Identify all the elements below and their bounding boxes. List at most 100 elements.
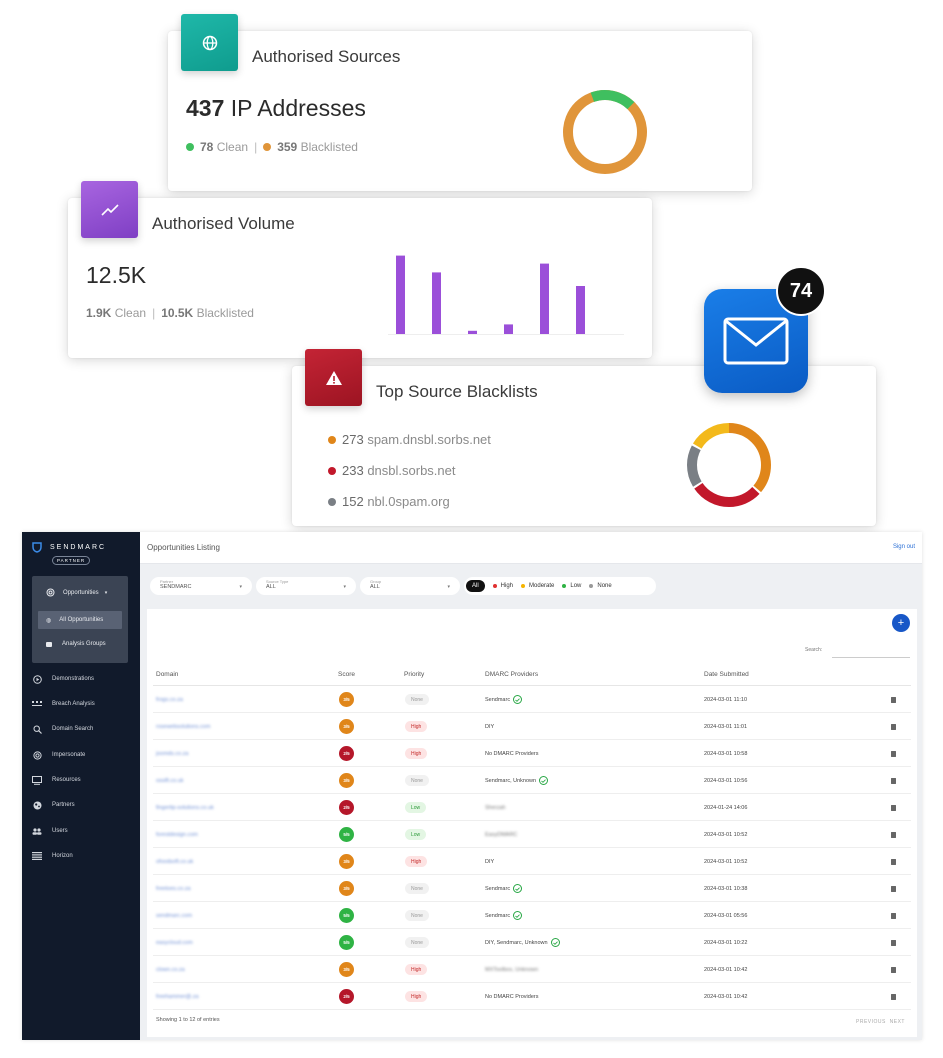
document-icon[interactable] — [891, 993, 896, 1000]
column-header-priority[interactable]: Priority — [404, 671, 425, 678]
score-badge: 5/5 — [339, 935, 354, 950]
document-icon[interactable] — [891, 723, 896, 730]
priority-badge: Low — [405, 802, 427, 813]
column-header-score[interactable]: Score — [338, 671, 355, 678]
domain-cell[interactable]: ossift.co.uk — [156, 767, 184, 794]
table-row[interactable]: clown.co.za 3/5 High MXToolbox, Unknown 2024… — [153, 956, 911, 983]
document-icon-cell[interactable] — [891, 740, 896, 767]
domain-cell[interactable]: ofoodsoft.co.uk — [156, 848, 193, 875]
domain-link[interactable]: freetoes.co.za — [156, 885, 191, 892]
chevron-down-icon: ▾ — [104, 589, 108, 596]
column-header-domain[interactable]: Domain — [156, 671, 179, 678]
table-row[interactable]: freehammer@.za 2/5 High No DMARC Providers 2… — [153, 983, 911, 1010]
table-row[interactable]: forestdesign.com 5/5 Low EasyDMARC 2024-03-0… — [153, 821, 911, 848]
document-icon-cell[interactable] — [891, 686, 896, 713]
domain-cell[interactable]: forestdesign.com — [156, 821, 198, 848]
domain-link[interactable]: forestdesign.com — [156, 831, 198, 838]
document-icon[interactable] — [891, 885, 896, 892]
priority-low-option[interactable]: Low — [562, 583, 581, 589]
domain-link[interactable]: easycloud.com — [156, 939, 193, 946]
source-type-select[interactable]: Source Type ALL ▾ — [256, 577, 356, 595]
document-icon[interactable] — [891, 777, 896, 784]
domain-cell[interactable]: clown.co.za — [156, 956, 185, 983]
document-icon-cell[interactable] — [891, 713, 896, 740]
column-header-date-submitted[interactable]: Date Submitted — [704, 671, 749, 678]
sidebar-item-analysis-groups[interactable]: Analysis Groups — [38, 635, 122, 653]
priority-moderate-option[interactable]: Moderate — [521, 583, 554, 589]
sidebar-item-partners[interactable]: Partners — [32, 800, 75, 810]
date-text: 2024-03-01 10:42 — [704, 993, 748, 1000]
domain-link[interactable]: ossift.co.uk — [156, 777, 184, 784]
providers-cell: DIY — [485, 848, 494, 875]
sidebar-item-demonstrations[interactable]: Demonstrations — [32, 674, 94, 684]
domain-cell[interactable]: sendmarc.com — [156, 902, 192, 929]
domain-link[interactable]: joomds.co.za — [156, 750, 189, 757]
document-icon-cell[interactable] — [891, 875, 896, 902]
ip-count: 437 IP Addresses — [186, 95, 366, 121]
previous-page-button[interactable]: PREVIOUS — [856, 1019, 886, 1025]
document-icon-cell[interactable] — [891, 794, 896, 821]
table-row[interactable]: joomds.co.za 2/5 High No DMARC Providers 202… — [153, 740, 911, 767]
domain-link[interactable]: fingertip-solutions.co.uk — [156, 804, 214, 811]
table-row[interactable]: frogs.co.za 3/5 None Sendmarc 2024-03-01 11:… — [153, 686, 911, 713]
table-row[interactable]: rosewebsolutions.com 3/5 High DIY 2024-03-01… — [153, 713, 911, 740]
sidebar-item-users[interactable]: Users — [32, 826, 68, 836]
sidebar-item-all-opportunities[interactable]: ◍ All Opportunities — [38, 611, 122, 629]
providers-text: Sendmarc — [485, 885, 511, 892]
domain-link[interactable]: freehammer@.za — [156, 993, 199, 1000]
brand-logo[interactable]: SENDMARC — [32, 542, 106, 553]
document-icon-cell[interactable] — [891, 929, 896, 956]
priority-high-option[interactable]: High — [492, 583, 513, 589]
partner-select[interactable]: Partner SENDMARC ▾ — [150, 577, 252, 595]
next-page-button[interactable]: NEXT — [889, 1019, 905, 1025]
search-input[interactable] — [832, 657, 910, 658]
sidebar-item-breach-analysis[interactable]: Breach Analysis — [32, 699, 95, 709]
sidebar-item-resources[interactable]: Resources — [32, 775, 81, 785]
document-icon[interactable] — [891, 858, 896, 865]
table-row[interactable]: ossift.co.uk 3/5 None Sendmarc, Unknown 2024… — [153, 767, 911, 794]
domain-cell[interactable]: easycloud.com — [156, 929, 193, 956]
priority-all-button[interactable]: All — [466, 580, 485, 592]
sidebar-item-domain-search[interactable]: Domain Search — [32, 724, 93, 734]
domain-cell[interactable]: fingertip-solutions.co.uk — [156, 794, 214, 821]
table-row[interactable]: easycloud.com 5/5 None DIY, Sendmarc, Unkno… — [153, 929, 911, 956]
domain-cell[interactable]: rosewebsolutions.com — [156, 713, 210, 740]
sidebar-item-impersonate[interactable]: Impersonate — [32, 750, 85, 760]
domain-cell[interactable]: freehammer@.za — [156, 983, 199, 1010]
table-row[interactable]: ofoodsoft.co.uk 3/5 High DIY 2024-03-01 10:5… — [153, 848, 911, 875]
sign-out-link[interactable]: Sign out — [892, 544, 915, 550]
check-circle-icon — [513, 911, 523, 920]
priority-none-option[interactable]: None — [589, 583, 612, 589]
table-row[interactable]: sendmarc.com 5/5 None Sendmarc 2024-03-01 05… — [153, 902, 911, 929]
document-icon-cell[interactable] — [891, 902, 896, 929]
opportunities-toggle[interactable]: Opportunities ▾ — [46, 588, 107, 597]
date-text: 2024-03-01 10:52 — [704, 831, 748, 838]
group-select[interactable]: Group ALL ▾ — [360, 577, 460, 595]
document-icon[interactable] — [891, 912, 896, 919]
domain-link[interactable]: rosewebsolutions.com — [156, 723, 211, 730]
table-row[interactable]: fingertip-solutions.co.uk 2/5 Low Sherzah 20… — [153, 794, 911, 821]
document-icon[interactable] — [891, 939, 896, 946]
document-icon-cell[interactable] — [891, 848, 896, 875]
document-icon-cell[interactable] — [891, 956, 896, 983]
domain-cell[interactable]: freetoes.co.za — [156, 875, 191, 902]
sidebar-item-horizon[interactable]: Horizon — [32, 851, 73, 861]
document-icon[interactable] — [891, 831, 896, 838]
document-icon[interactable] — [891, 966, 896, 973]
domain-link[interactable]: clown.co.za — [156, 966, 185, 973]
priority-cell: High — [405, 983, 428, 1010]
document-icon-cell[interactable] — [891, 821, 896, 848]
column-header-dmarc-providers[interactable]: DMARC Providers — [485, 671, 539, 678]
domain-cell[interactable]: frogs.co.za — [156, 686, 183, 713]
document-icon[interactable] — [891, 696, 896, 703]
document-icon[interactable] — [891, 750, 896, 757]
document-icon-cell[interactable] — [891, 983, 896, 1010]
table-row[interactable]: freetoes.co.za 3/5 None Sendmarc 2024-03-01 … — [153, 875, 911, 902]
document-icon[interactable] — [891, 804, 896, 811]
document-icon-cell[interactable] — [891, 767, 896, 794]
domain-link[interactable]: frogs.co.za — [156, 696, 183, 703]
domain-cell[interactable]: joomds.co.za — [156, 740, 188, 767]
domain-link[interactable]: sendmarc.com — [156, 912, 193, 919]
domain-link[interactable]: ofoodsoft.co.uk — [156, 858, 194, 865]
add-opportunity-button[interactable]: + — [892, 614, 910, 632]
